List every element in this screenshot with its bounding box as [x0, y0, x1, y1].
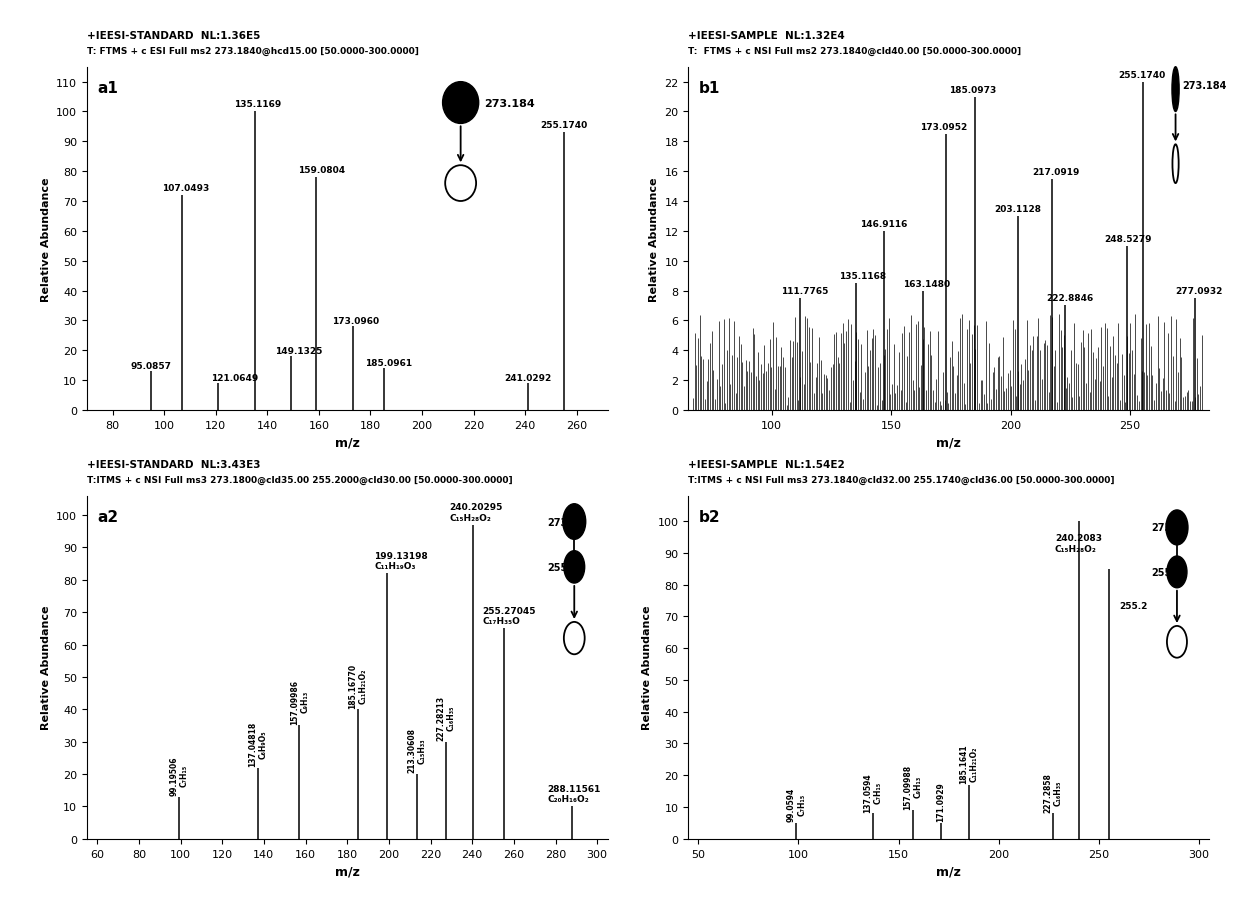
X-axis label: m/z: m/z: [936, 436, 961, 448]
Circle shape: [1166, 511, 1188, 546]
Text: 213.30608
C₁₅H₃₃: 213.30608 C₁₅H₃₃: [407, 728, 427, 773]
Text: a2: a2: [97, 510, 118, 525]
Text: T: FTMS + c ESI Full ms2 273.1840@hcd15.00 [50.0000-300.0000]: T: FTMS + c ESI Full ms2 273.1840@hcd15.…: [87, 47, 419, 56]
Circle shape: [1167, 557, 1187, 588]
Text: 95.0857: 95.0857: [130, 361, 171, 370]
Text: T:ITMS + c NSI Full ms3 273.1840@cld32.00 255.1740@cld36.00 [50.0000-300.0000]: T:ITMS + c NSI Full ms3 273.1840@cld32.0…: [688, 475, 1115, 484]
Text: 255.2: 255.2: [1151, 567, 1182, 577]
Text: 173.0952: 173.0952: [920, 123, 967, 132]
Text: 255.2: 255.2: [547, 562, 578, 572]
X-axis label: m/z: m/z: [936, 864, 961, 877]
Text: 157.09988
C₉H₁₃: 157.09988 C₉H₁₃: [903, 764, 923, 809]
Text: 163.1480: 163.1480: [903, 280, 950, 289]
Text: T:ITMS + c NSI Full ms3 273.1800@cld35.00 255.2000@cld30.00 [50.0000-300.0000]: T:ITMS + c NSI Full ms3 273.1800@cld35.0…: [87, 475, 512, 484]
Text: 277.0932: 277.0932: [1176, 287, 1223, 296]
Circle shape: [443, 83, 479, 124]
Text: 185.16770
C₁₁H₂₁O₂: 185.16770 C₁₁H₂₁O₂: [348, 663, 368, 708]
Circle shape: [563, 504, 585, 539]
Text: 135.1168: 135.1168: [838, 272, 885, 281]
Text: 111.7765: 111.7765: [781, 287, 828, 296]
Text: +IEESI-SAMPLE  NL:1.32E4: +IEESI-SAMPLE NL:1.32E4: [688, 31, 844, 41]
Text: 255.1740: 255.1740: [541, 121, 588, 130]
Text: b1: b1: [698, 81, 720, 97]
Text: 171.0929: 171.0929: [936, 782, 945, 822]
Text: a1: a1: [97, 81, 118, 97]
Text: 137.04818
C₆H₉O₅: 137.04818 C₆H₉O₅: [248, 721, 268, 766]
Text: 121.0649: 121.0649: [211, 373, 258, 382]
Text: 199.13198
C₁₁H₁₉O₃: 199.13198 C₁₁H₁₉O₃: [374, 551, 428, 570]
Text: 255.27045
C₁₇H₃₅O: 255.27045 C₁₇H₃₅O: [482, 606, 536, 625]
Circle shape: [1167, 626, 1187, 658]
Text: 222.8846: 222.8846: [1047, 294, 1094, 303]
Text: b2: b2: [698, 510, 720, 525]
Text: 288.11561
C₂₀H₁₆O₂: 288.11561 C₂₀H₁₆O₂: [547, 784, 600, 804]
Text: 135.1169: 135.1169: [234, 100, 281, 109]
Text: 173.0960: 173.0960: [332, 317, 379, 326]
Text: 240.2083
C₁₅H₂₈O₂: 240.2083 C₁₅H₂₈O₂: [1055, 534, 1102, 553]
Text: 240.20295
C₁₅H₂₈O₂: 240.20295 C₁₅H₂₈O₂: [449, 502, 502, 522]
Text: 99.0594
C₇H₁₅: 99.0594 C₇H₁₅: [787, 787, 806, 822]
Y-axis label: Relative Abundance: Relative Abundance: [642, 605, 652, 730]
Text: 273.184: 273.184: [484, 98, 534, 108]
Text: 185.0961: 185.0961: [366, 358, 413, 367]
Text: 137.0594
C₇H₁₅: 137.0594 C₇H₁₅: [863, 772, 883, 812]
Text: 248.5279: 248.5279: [1104, 235, 1152, 244]
Text: 227.28213
C₁₆H₃₅: 227.28213 C₁₆H₃₅: [436, 695, 455, 741]
Text: 185.0973: 185.0973: [949, 86, 996, 95]
Text: 146.9116: 146.9116: [861, 219, 908, 228]
Circle shape: [1172, 68, 1179, 113]
Text: 157.09986
C₉H₁₃: 157.09986 C₉H₁₃: [290, 679, 309, 724]
Text: +IEESI-STANDARD  NL:1.36E5: +IEESI-STANDARD NL:1.36E5: [87, 31, 260, 41]
Y-axis label: Relative Abundance: Relative Abundance: [41, 605, 51, 730]
Text: 185.1641
C₁₁H₂₁O₂: 185.1641 C₁₁H₂₁O₂: [960, 744, 978, 783]
Text: 227.2858
C₁₆H₃₅: 227.2858 C₁₆H₃₅: [1044, 772, 1063, 812]
Text: 241.0292: 241.0292: [505, 373, 552, 382]
Text: 107.0493: 107.0493: [161, 184, 208, 193]
Circle shape: [564, 551, 585, 584]
Y-axis label: Relative Abundance: Relative Abundance: [649, 177, 658, 301]
X-axis label: m/z: m/z: [335, 436, 360, 448]
Text: 203.1128: 203.1128: [994, 205, 1042, 214]
Circle shape: [445, 166, 476, 202]
Y-axis label: Relative Abundance: Relative Abundance: [41, 177, 51, 301]
Text: +IEESI-STANDARD  NL:3.43E3: +IEESI-STANDARD NL:3.43E3: [87, 459, 260, 469]
Text: 255.1740: 255.1740: [1118, 70, 1166, 79]
Text: 159.0804: 159.0804: [298, 166, 345, 175]
Text: 149.1325: 149.1325: [275, 346, 322, 355]
Text: 99.19506
C₇H₁₅: 99.19506 C₇H₁₅: [169, 756, 188, 796]
Circle shape: [1173, 145, 1179, 184]
Text: T:  FTMS + c NSI Full ms2 273.1840@cld40.00 [50.0000-300.0000]: T: FTMS + c NSI Full ms2 273.1840@cld40.…: [688, 47, 1022, 56]
Text: 255.2: 255.2: [1118, 602, 1147, 611]
Text: +IEESI-SAMPLE  NL:1.54E2: +IEESI-SAMPLE NL:1.54E2: [688, 459, 844, 469]
X-axis label: m/z: m/z: [335, 864, 360, 877]
Text: 217.0919: 217.0919: [1032, 168, 1080, 177]
Circle shape: [564, 622, 585, 655]
Text: 273.18: 273.18: [547, 517, 585, 527]
Text: 273.18: 273.18: [1151, 523, 1188, 533]
Text: 273.184: 273.184: [1183, 80, 1228, 90]
